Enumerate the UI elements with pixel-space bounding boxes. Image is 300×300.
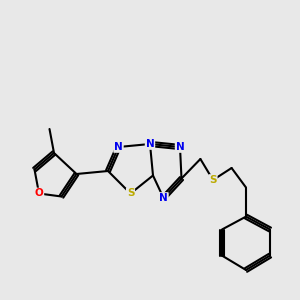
Text: N: N: [176, 142, 184, 152]
Text: S: S: [127, 188, 134, 199]
Text: S: S: [209, 175, 217, 185]
Text: N: N: [146, 139, 154, 149]
Text: N: N: [159, 193, 168, 203]
Text: N: N: [114, 142, 123, 152]
Text: O: O: [34, 188, 43, 199]
